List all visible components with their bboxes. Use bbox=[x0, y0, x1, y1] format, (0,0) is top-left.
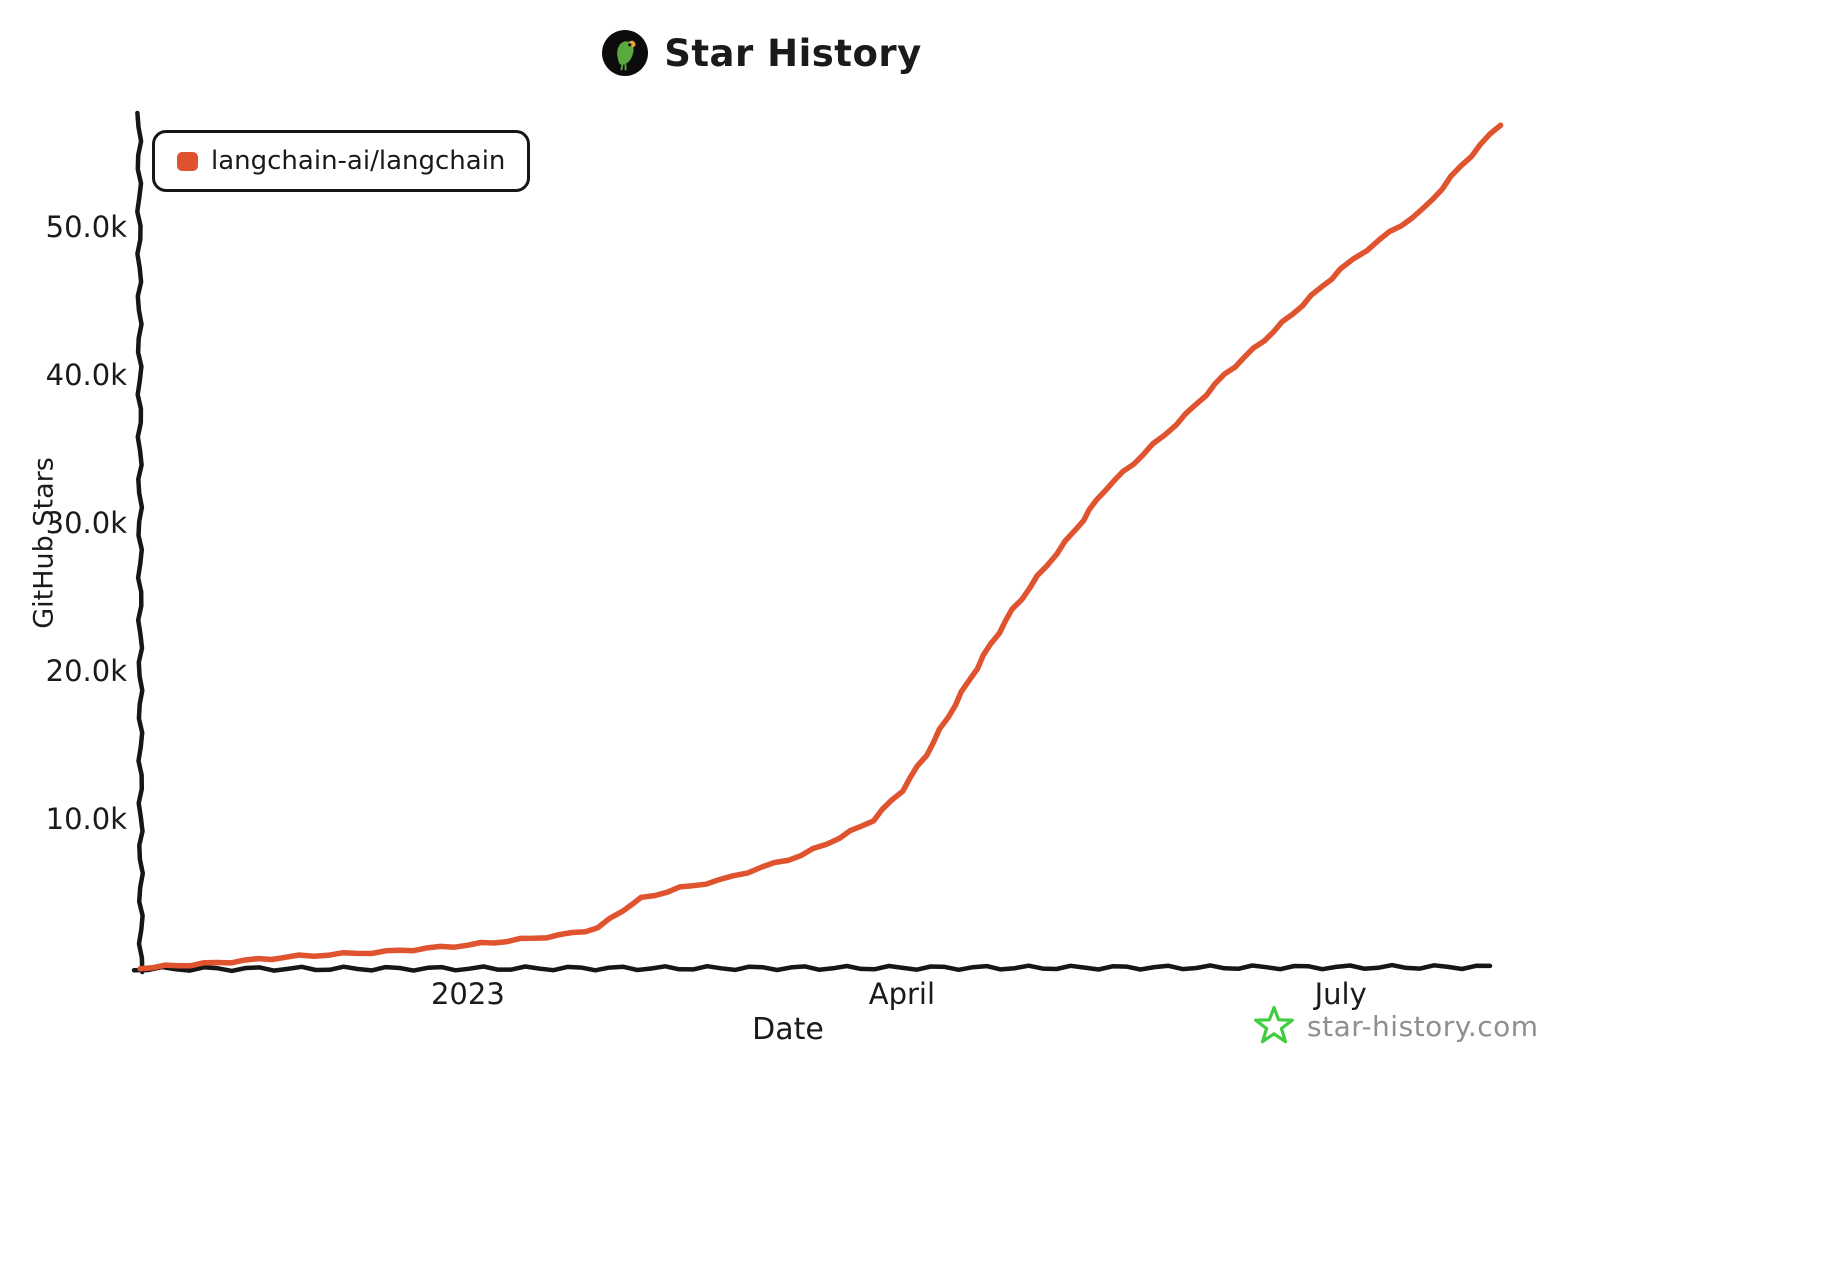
y-axis-line bbox=[135, 110, 146, 975]
x-axis-line bbox=[131, 962, 1493, 974]
legend: langchain-ai/langchain bbox=[152, 130, 531, 192]
page-title: Star History bbox=[664, 31, 922, 75]
legend-series-label: langchain-ai/langchain bbox=[211, 146, 506, 176]
legend-swatch bbox=[177, 151, 198, 171]
star-icon bbox=[1252, 1004, 1296, 1048]
x-axis-title: Date bbox=[752, 1012, 824, 1047]
watermark: star-history.com bbox=[1252, 1004, 1539, 1048]
series-line-langchain bbox=[137, 122, 1504, 972]
parrot-icon bbox=[602, 30, 649, 76]
brand-text: star-history.com bbox=[1307, 1009, 1539, 1043]
chart-header: Star History bbox=[0, 30, 1524, 76]
